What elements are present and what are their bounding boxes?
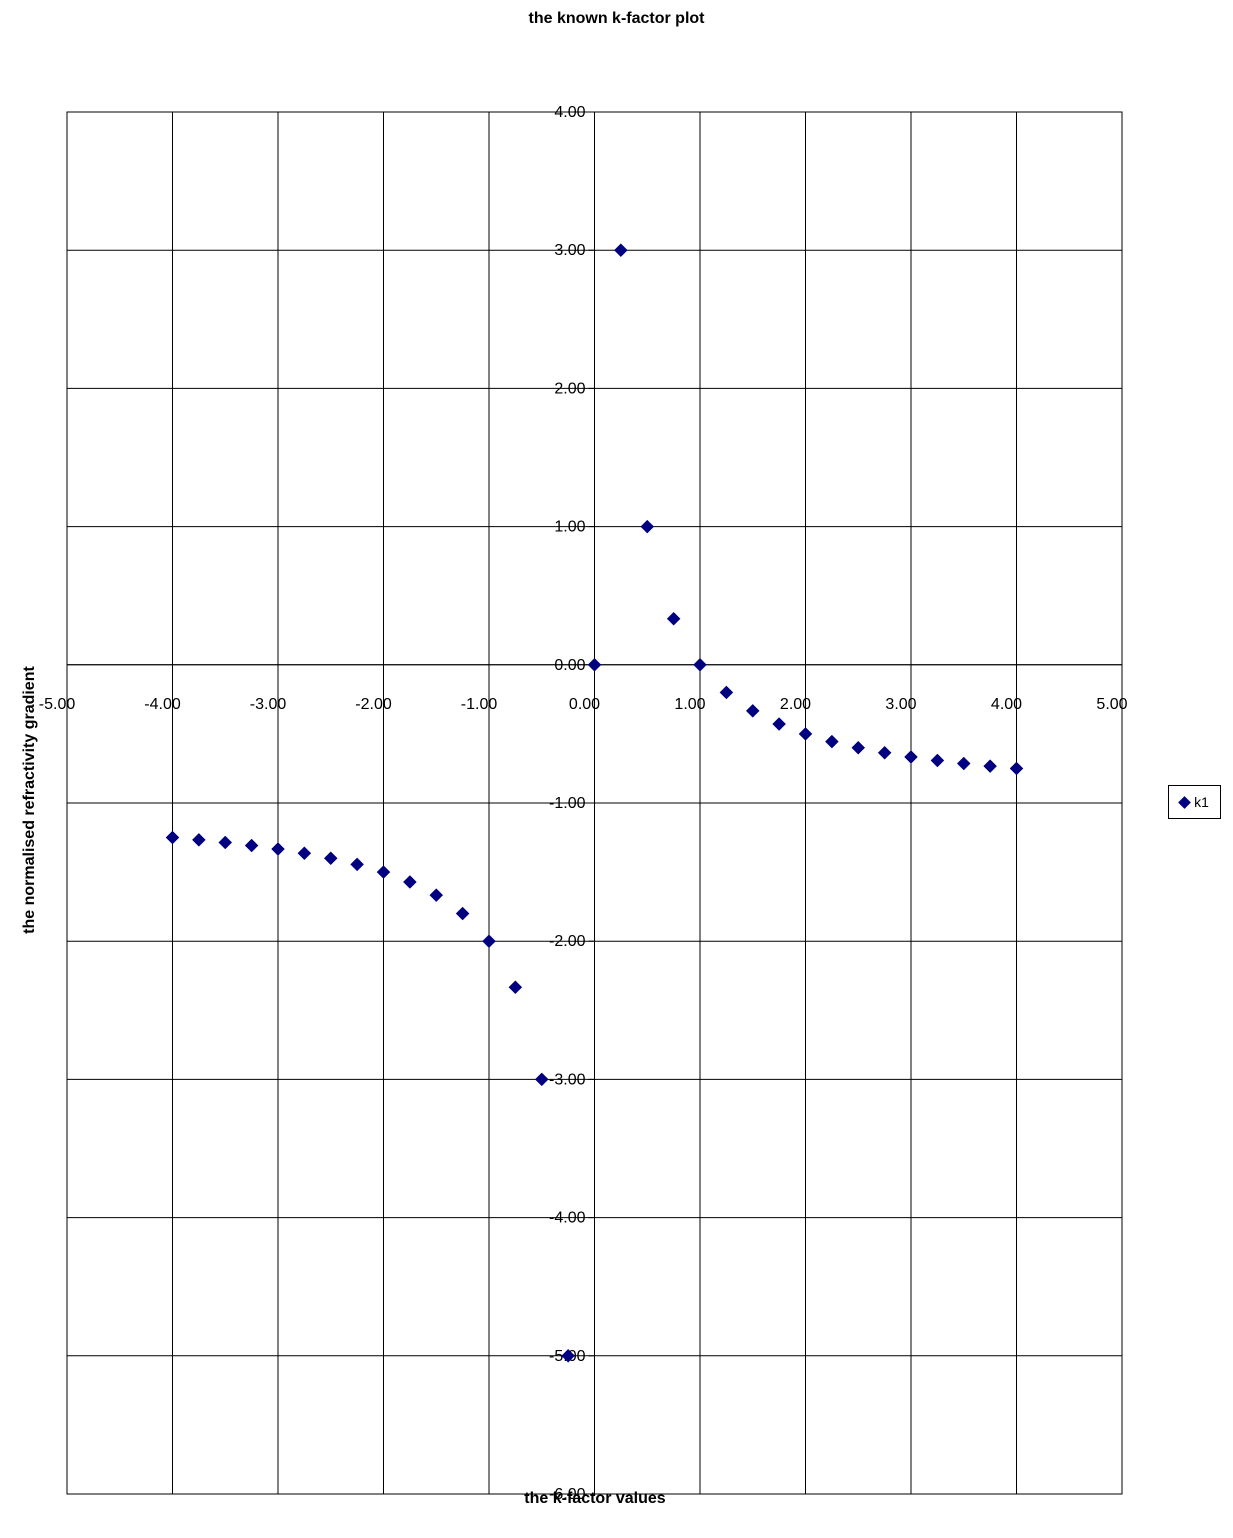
data-point: [218, 835, 233, 850]
data-point: [323, 851, 338, 866]
x-tick-label: -3.00: [250, 696, 287, 713]
data-point: [798, 727, 813, 741]
data-point: [825, 734, 839, 749]
data-point: [640, 519, 655, 534]
x-tick-label: 5.00: [1096, 696, 1127, 713]
data-point: [693, 657, 707, 672]
data-point: [403, 875, 417, 889]
y-tick-label: 3.00: [554, 242, 585, 259]
chart-title: the known k-factor plot: [528, 10, 705, 27]
y-tick-label: 1.00: [554, 519, 585, 536]
data-point: [165, 830, 180, 845]
data-point: [455, 906, 470, 921]
data-point: [904, 750, 918, 764]
tick-labels: -5.00 -4.00 -3.00 -2.00 -1.00 0.00 1.00 2.00 3.0…: [39, 104, 1128, 1503]
data-point: [745, 704, 760, 718]
data-point: [561, 1348, 575, 1363]
legend: k1: [1168, 785, 1221, 819]
data-point: [983, 759, 997, 773]
data-point: [508, 980, 523, 995]
data-point: [350, 857, 364, 872]
y-tick-label: 0.00: [554, 657, 585, 674]
data-point: [1009, 761, 1024, 776]
x-tick-label: 0.00: [569, 696, 600, 713]
y-tick-label: 4.00: [554, 104, 585, 121]
data-point: [192, 833, 206, 847]
data-point: [772, 717, 786, 731]
data-point: [297, 846, 312, 861]
diamond-marker-icon: [1178, 795, 1191, 809]
y-tick-label: 2.00: [554, 380, 585, 397]
data-point: [614, 243, 628, 258]
data-point: [482, 934, 496, 949]
data-point: [877, 745, 892, 760]
x-tick-label: 1.00: [674, 696, 705, 713]
x-tick-label: -4.00: [144, 696, 181, 713]
y-tick-label: -6.00: [549, 1486, 586, 1503]
x-tick-label: -5.00: [39, 696, 76, 713]
data-point: [666, 611, 681, 626]
x-tick-label: 3.00: [885, 696, 916, 713]
data-point: [534, 1072, 549, 1087]
data-point: [719, 685, 734, 700]
data-points: [165, 243, 1024, 1363]
y-axis-title: the normalised refractivity gradient: [21, 666, 38, 934]
data-point: [244, 838, 259, 853]
x-tick-label: -1.00: [461, 696, 498, 713]
y-tick-label: -3.00: [549, 1071, 586, 1088]
data-point: [956, 756, 971, 771]
y-tick-label: -4.00: [549, 1210, 586, 1227]
x-tick-label: 4.00: [991, 696, 1022, 713]
y-tick-label: -2.00: [549, 933, 586, 950]
data-point: [851, 740, 866, 755]
data-point: [930, 753, 945, 768]
x-tick-label: -2.00: [355, 696, 392, 713]
data-point: [271, 842, 285, 856]
data-point: [429, 888, 444, 902]
x-tick-label: 2.00: [780, 696, 811, 713]
data-point: [587, 657, 602, 672]
x-axis-title: the k-factor values: [524, 1490, 666, 1507]
y-tick-label: -1.00: [549, 795, 586, 812]
data-point: [376, 865, 391, 879]
legend-label: k1: [1194, 794, 1209, 810]
